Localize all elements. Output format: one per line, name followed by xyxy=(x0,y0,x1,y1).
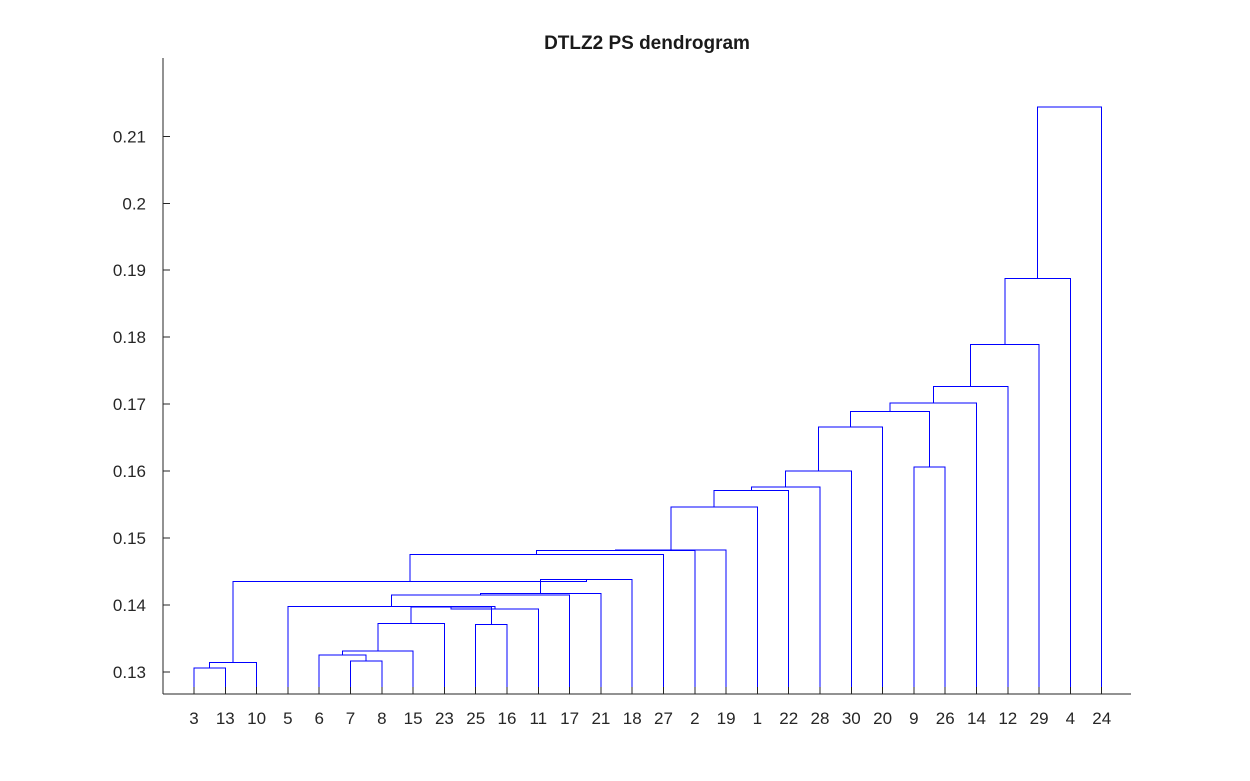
leaf-label: 5 xyxy=(283,709,292,728)
dendrogram-link-K xyxy=(390,594,571,694)
dendrogram-link-X xyxy=(850,410,931,468)
dendrogram-link-B xyxy=(209,662,258,694)
leaf-label: 27 xyxy=(654,709,673,728)
dendrogram-links xyxy=(193,106,1103,694)
leaf-label: 26 xyxy=(936,709,955,728)
leaf-label: 11 xyxy=(529,709,547,728)
dendrogram-link-Y xyxy=(889,402,977,694)
leaf-label: 4 xyxy=(1066,709,1075,728)
dendrogram-link-R xyxy=(670,506,758,694)
leaf-label: 9 xyxy=(909,709,918,728)
dendrogram-link-A xyxy=(193,667,226,694)
leaf-label: 3 xyxy=(189,709,198,728)
leaf-label: 6 xyxy=(314,709,323,728)
leaf-label: 14 xyxy=(967,709,986,728)
leaf-label: 23 xyxy=(435,709,454,728)
y-tick-label: 0.2 xyxy=(122,194,146,213)
y-tick-label: 0.19 xyxy=(113,261,146,280)
y-tick-label: 0.15 xyxy=(113,529,146,548)
chart-title: DTLZ2 PS dendrogram xyxy=(544,33,750,54)
y-tick-label: 0.17 xyxy=(113,395,146,414)
y-tick-label: 0.16 xyxy=(113,462,146,481)
leaf-label: 15 xyxy=(404,709,423,728)
leaf-label: 12 xyxy=(998,709,1017,728)
dendrogram-link-AC xyxy=(1037,106,1103,694)
x-axis-ticks: 3 13 10 5 6 7 8 15 23 25 16 11 17 21 18 27 2 19 1 22 28 30 20 9… xyxy=(189,687,1111,728)
dendrogram-link-AA xyxy=(970,344,1040,694)
leaf-label: 19 xyxy=(717,709,736,728)
dendrogram-link-V xyxy=(818,426,884,694)
dendrogram-link-D xyxy=(318,654,367,694)
leaf-label: 21 xyxy=(591,709,610,728)
dendrogram-link-H xyxy=(410,606,492,625)
leaf-label: 18 xyxy=(623,709,642,728)
leaf-label: 25 xyxy=(466,709,485,728)
dendrogram-link-W xyxy=(913,466,946,694)
leaf-label: 17 xyxy=(560,709,579,728)
y-tick-label: 0.13 xyxy=(113,663,146,682)
dendrogram-link-P xyxy=(536,550,696,694)
leaf-label: 7 xyxy=(346,709,355,728)
dendrogram-link-U xyxy=(785,470,852,694)
leaf-label: 2 xyxy=(690,709,699,728)
dendrogram-link-G xyxy=(377,623,445,694)
dendrogram-link-F xyxy=(475,623,508,694)
leaf-label: 30 xyxy=(842,709,861,728)
y-tick-label: 0.21 xyxy=(113,127,146,146)
dendrogram-link-S xyxy=(713,489,790,694)
leaf-label: 16 xyxy=(498,709,517,728)
dendrogram-link-L xyxy=(479,593,602,694)
leaf-label: 28 xyxy=(811,709,830,728)
dendrogram-link-I xyxy=(450,606,539,694)
dendrogram-link-AB xyxy=(1004,277,1071,694)
y-tick-label: 0.18 xyxy=(113,328,146,347)
leaf-label: 10 xyxy=(247,709,266,728)
dendrogram-link-T xyxy=(750,486,821,694)
y-axis-ticks: 0.13 0.14 0.15 0.16 0.17 0.18 0.19 0.2 0.21 xyxy=(113,127,170,682)
y-tick-label: 0.14 xyxy=(113,596,146,615)
dendrogram-link-E xyxy=(342,650,414,694)
dendrogram-link-J xyxy=(287,605,496,694)
leaf-label: 22 xyxy=(779,709,798,728)
leaf-label: 24 xyxy=(1092,709,1111,728)
leaf-label: 20 xyxy=(873,709,892,728)
leaf-label: 29 xyxy=(1030,709,1049,728)
leaf-label: 1 xyxy=(753,709,762,728)
dendrogram-link-O xyxy=(409,554,664,694)
dendrogram-link-M xyxy=(540,579,633,694)
dendrogram-link-N xyxy=(232,579,587,663)
leaf-label: 13 xyxy=(216,709,235,728)
dendrogram-link-C xyxy=(350,660,383,694)
leaf-label: 8 xyxy=(377,709,386,728)
dendrogram-link-Z xyxy=(932,386,1009,694)
